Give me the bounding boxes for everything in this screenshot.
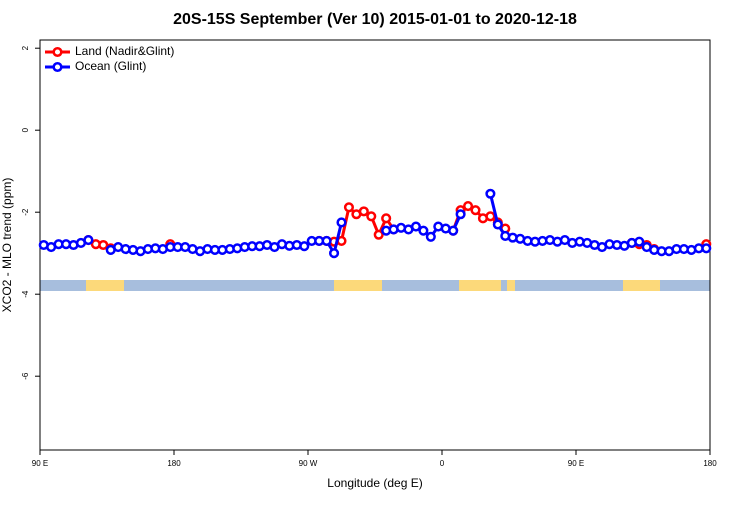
legend-marker (52, 61, 63, 73)
x-tick-label: 90 E (32, 459, 48, 468)
land-band (623, 280, 660, 291)
chart-title: 20S-15S September (Ver 10) 2015-01-01 to… (173, 11, 577, 28)
y-tick-label: -6 (21, 372, 30, 380)
land-band (334, 280, 382, 291)
data-point (358, 206, 369, 217)
y-tick-label: -2 (21, 208, 30, 216)
series (38, 188, 712, 259)
x-tick-label: 90 E (568, 459, 584, 468)
x-tick-label: 180 (703, 459, 717, 468)
land-band (459, 280, 501, 291)
data-point (299, 241, 310, 252)
data-point (463, 201, 474, 212)
legend-label: Land (Nadir&Glint) (75, 44, 174, 58)
data-point (485, 188, 496, 199)
data-point (366, 211, 377, 222)
data-point (410, 221, 421, 232)
data-point (448, 225, 459, 236)
data-point (701, 243, 712, 254)
data-point (381, 213, 392, 224)
y-tick-label: 0 (21, 127, 30, 132)
x-tick-label: 90 W (299, 459, 318, 468)
land-band (507, 280, 515, 291)
data-point (329, 248, 340, 259)
data-point (470, 205, 481, 216)
land-band (86, 280, 124, 291)
y-tick-label: 2 (21, 45, 30, 50)
data-point (492, 219, 503, 230)
data-point (83, 235, 94, 246)
x-tick-label: 0 (440, 459, 445, 468)
data-point (321, 235, 332, 246)
legend-label: Ocean (Glint) (75, 59, 146, 73)
y-tick-label: -4 (21, 290, 30, 298)
data-point (343, 202, 354, 213)
x-tick-label: 180 (167, 459, 181, 468)
data-point (373, 229, 384, 240)
data-point (485, 211, 496, 222)
data-point (425, 231, 436, 242)
x-axis-label: Longitude (deg E) (327, 476, 422, 490)
data-point (455, 209, 466, 220)
land-mask (40, 280, 710, 291)
data-point (634, 236, 645, 247)
data-point (418, 225, 429, 236)
data-point (336, 217, 347, 228)
y-axis-label: XCO2 - MLO trend (ppm) (0, 178, 14, 313)
legend-marker (52, 46, 63, 58)
